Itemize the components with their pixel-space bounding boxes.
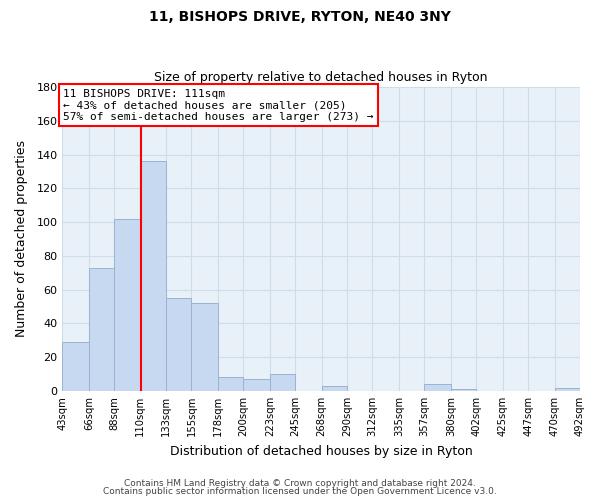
Title: Size of property relative to detached houses in Ryton: Size of property relative to detached ho… [154,72,488,85]
Y-axis label: Number of detached properties: Number of detached properties [15,140,28,338]
Bar [218,378,244,391]
Bar [166,298,191,391]
Bar [270,374,295,391]
Text: 11 BISHOPS DRIVE: 111sqm
← 43% of detached houses are smaller (205)
57% of semi-: 11 BISHOPS DRIVE: 111sqm ← 43% of detach… [64,88,374,122]
Bar [554,388,580,391]
Bar [424,384,451,391]
Text: Contains public sector information licensed under the Open Government Licence v3: Contains public sector information licen… [103,487,497,496]
Bar [451,389,476,391]
Bar [191,303,218,391]
Text: Contains HM Land Registry data © Crown copyright and database right 2024.: Contains HM Land Registry data © Crown c… [124,478,476,488]
Bar [114,218,140,391]
Text: 11, BISHOPS DRIVE, RYTON, NE40 3NY: 11, BISHOPS DRIVE, RYTON, NE40 3NY [149,10,451,24]
X-axis label: Distribution of detached houses by size in Ryton: Distribution of detached houses by size … [170,444,473,458]
Bar [244,379,270,391]
Bar [89,268,114,391]
Bar [62,342,89,391]
Bar [322,386,347,391]
Bar [140,162,166,391]
